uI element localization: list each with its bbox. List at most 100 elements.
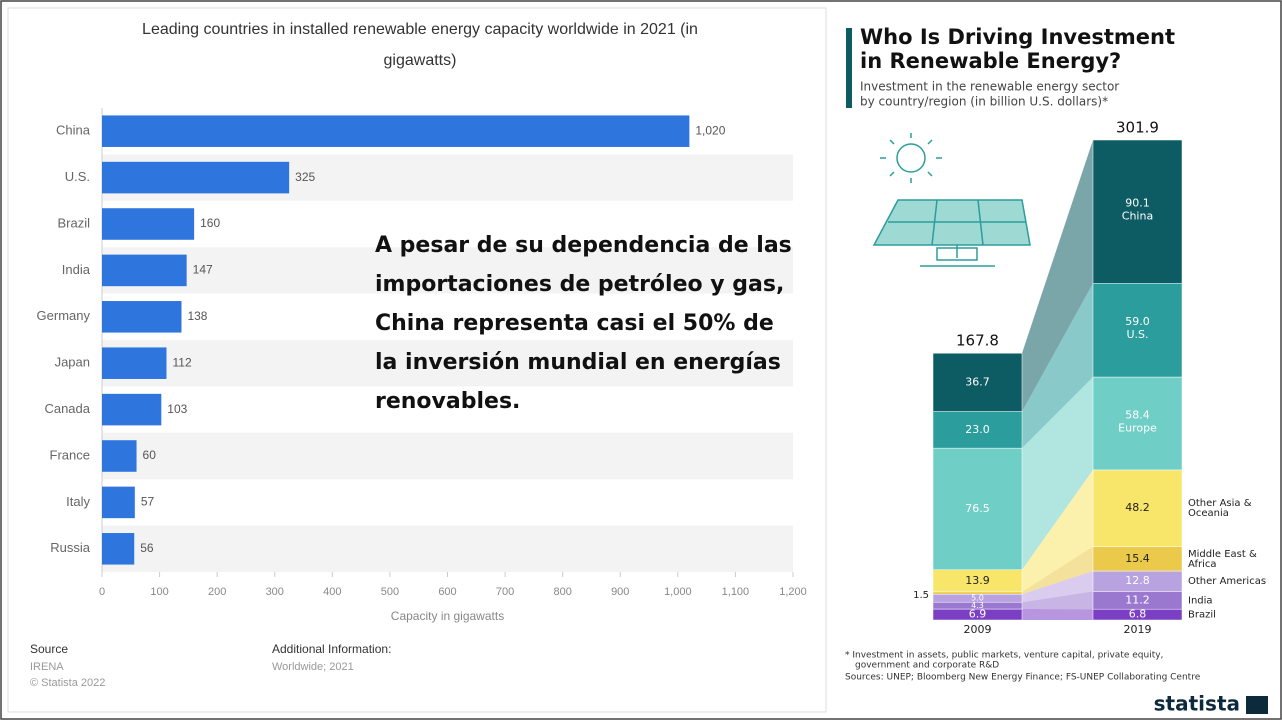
y-tick-label: Japan: [55, 355, 90, 370]
total-label: 167.8: [956, 332, 999, 350]
x-tick-label: 200: [208, 586, 226, 598]
y-tick-label: Canada: [44, 401, 90, 416]
sources: Sources: UNEP; Bloomberg New Energy Fina…: [845, 673, 1201, 683]
footnote: * Investment in assets, public markets, …: [845, 651, 1163, 661]
bar: [102, 347, 167, 379]
solar-icon: [872, 133, 1031, 267]
y-tick-label: U.S.: [65, 169, 90, 184]
segment: [1092, 469, 1183, 547]
flow: [1022, 469, 1093, 592]
y-tick-label: Russia: [50, 540, 91, 555]
data-label: 4.3: [971, 601, 984, 610]
data-label: 11.2: [1125, 593, 1150, 606]
chart-subtitle: by country/region (in billion U.S. dolla…: [860, 95, 1108, 109]
bar: [102, 440, 137, 472]
data-label: 160: [200, 216, 220, 230]
data-label: 59.0: [1125, 315, 1150, 328]
data-label: 1,020: [695, 123, 725, 137]
legend-label: Other Asia & Oceania: [1188, 498, 1252, 519]
flow: [1022, 571, 1093, 603]
x-tick-label: 500: [381, 586, 399, 598]
chart-title: in Renewable Energy?: [860, 49, 1121, 73]
flow: [1022, 591, 1093, 610]
data-label: 15.4: [1125, 552, 1150, 565]
row-band: [102, 432, 793, 480]
brand: statista: [1154, 692, 1240, 716]
y-tick-label: India: [62, 262, 91, 277]
annotation: A pesar de su dependencia de las importa…: [375, 233, 792, 414]
x-tick-label: 900: [611, 586, 629, 598]
flow: [1022, 377, 1093, 570]
row-band: [102, 340, 793, 387]
x-tick-label: 1,000: [664, 586, 692, 598]
bar: [102, 115, 690, 147]
legend-label: India: [1188, 595, 1213, 606]
data-label: 76.5: [965, 502, 990, 515]
data-label: 13.9: [965, 574, 990, 587]
data-label: 23.0: [965, 423, 990, 436]
x-tick-label: 2009: [964, 623, 992, 636]
data-label: 90.1: [1125, 197, 1150, 210]
segment-name: Europe: [1118, 421, 1157, 434]
data-label: 103: [167, 402, 187, 416]
data-label: 56: [140, 541, 154, 555]
segment: [932, 352, 1023, 412]
bar: [102, 208, 195, 240]
chart-title: Leading countries in installed renewable…: [142, 21, 698, 69]
segment: [932, 591, 1023, 595]
chart-title: Who Is Driving Investment: [860, 25, 1175, 49]
data-label: 36.7: [965, 375, 990, 388]
data-label: 325: [295, 170, 315, 184]
brand-mark: [1246, 696, 1268, 714]
footer-additional: Worldwide; 2021: [272, 661, 354, 673]
x-tick-label: 0: [99, 586, 105, 598]
segment-name: U.S.: [1126, 328, 1148, 341]
y-tick-label: Brazil: [57, 215, 90, 230]
data-label: 112: [172, 355, 191, 369]
title-bar: [846, 28, 852, 108]
legend-label: Middle East & Africa: [1188, 549, 1257, 570]
data-label: 5.0: [971, 594, 984, 603]
footnote: government and corporate R&D: [855, 661, 999, 671]
row-band: [102, 525, 793, 572]
data-label: 147: [193, 263, 213, 277]
x-axis-label: Capacity in gigawatts: [391, 609, 504, 623]
data-label: 57: [141, 495, 155, 509]
bar: [102, 161, 290, 194]
bar: [102, 254, 187, 287]
legend-label: Brazil: [1188, 610, 1216, 621]
data-label: 60: [143, 448, 157, 462]
x-tick-label: 100: [150, 586, 168, 598]
data-label: 48.2: [1125, 501, 1150, 514]
bar: [102, 301, 182, 333]
y-tick-label: France: [50, 447, 90, 462]
flow: [1022, 283, 1093, 449]
y-tick-label: Germany: [37, 308, 91, 323]
x-tick-label: 2019: [1124, 623, 1152, 636]
segment-name: China: [1122, 210, 1153, 223]
x-tick-label: 700: [496, 586, 514, 598]
chart-subtitle: Investment in the renewable energy secto…: [860, 80, 1119, 94]
segment: [932, 411, 1023, 449]
data-label: 58.4: [1125, 408, 1150, 421]
data-label: 6.8: [1129, 608, 1147, 621]
y-tick-label: China: [56, 123, 91, 138]
segment: [1092, 546, 1183, 572]
footer-source: IRENA: [30, 661, 64, 673]
flow: [1022, 140, 1093, 412]
flow: [1022, 609, 1093, 620]
total-label: 301.9: [1116, 119, 1159, 137]
x-tick-label: 600: [438, 586, 456, 598]
x-tick-label: 300: [266, 586, 284, 598]
x-tick-label: 1,200: [779, 586, 807, 598]
x-tick-label: 800: [553, 586, 571, 598]
y-tick-label: Italy: [66, 494, 90, 509]
data-label: 138: [187, 309, 207, 323]
footer-additional-label: Additional Information:: [272, 642, 391, 656]
segment: [1092, 283, 1183, 378]
bar: [102, 486, 135, 519]
data-label: 12.8: [1125, 574, 1150, 587]
